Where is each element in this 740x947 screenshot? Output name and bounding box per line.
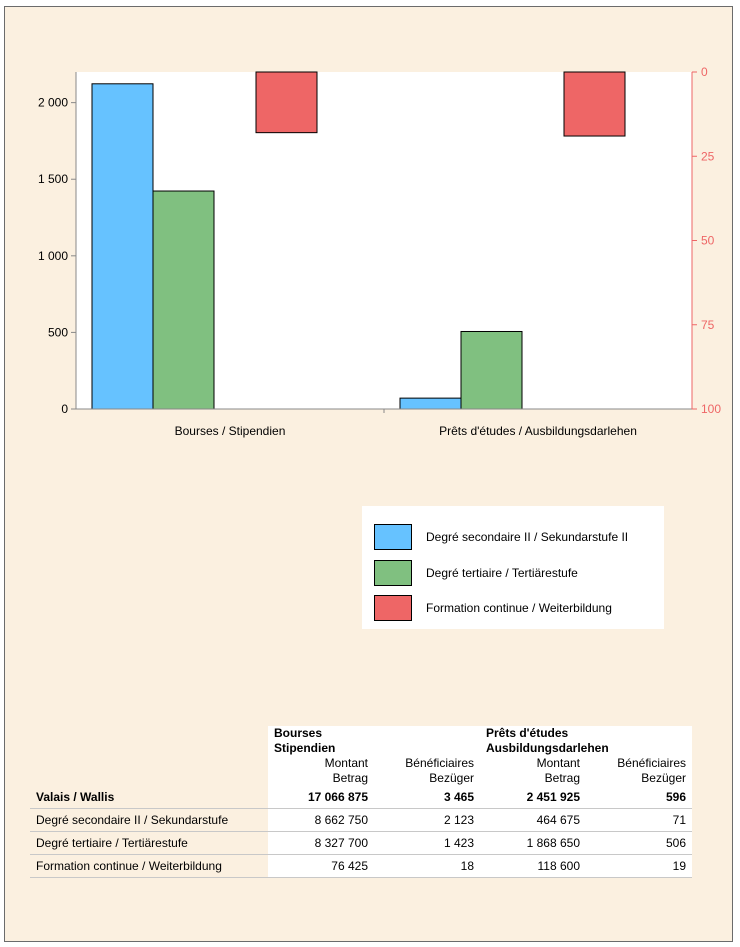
cell-value: 19 [586,854,692,878]
y-left-tick-label: 1 000 [38,249,68,263]
subheader-montant-2: Montant Betrag [480,756,586,786]
bar-0-2 [255,71,318,134]
table-subheader: Montant Betrag Bénéficiaires Bezüger Monta… [30,756,692,786]
legend-item-tertiary: Degré tertiaire / Tertiärestufe [374,559,578,587]
y-right-tick-label: 75 [701,318,715,332]
bar-chart: Bourses / Stipendien Prêts d'études / Aus… [38,65,721,438]
subheader-beneficiaires-2: Bénéficiaires Bezüger [586,756,692,786]
legend-item-secondary: Degré secondaire II / Sekundarstufe II [374,523,628,551]
legend-swatch-tertiary [374,560,412,586]
row-label: Formation continue / Weiterbildung [30,854,268,878]
row-label: Valais / Wallis [30,786,268,809]
chart-legend: Degré secondaire II / Sekundarstufe II D… [362,506,664,629]
subheader-montant-1: Montant Betrag [268,756,374,786]
bar-0-0 [91,83,154,410]
bar-1-2 [563,71,626,137]
bar-0-1 [152,190,215,410]
legend-label-secondary: Degré secondaire II / Sekundarstufe II [426,530,629,544]
cell-value: 18 [374,854,480,878]
bar-1-0 [399,397,462,410]
legend-swatch-continuing [374,595,412,621]
legend-label-continuing: Formation continue / Weiterbildung [426,601,612,615]
cell-value: 8 662 750 [268,808,374,832]
row-label: Degré secondaire II / Sekundarstufe [30,808,268,832]
y-right-tick-label: 100 [701,402,721,416]
y-right-tick-label: 25 [701,149,715,163]
cell-value: 596 [586,786,692,809]
cell-value: 71 [586,808,692,832]
data-table: Bourses Stipendien Prêts d'études Ausbildu… [30,726,692,878]
table-row: Degré secondaire II / Sekundarstufe 8 66… [30,808,692,832]
cell-value: 1 868 650 [480,831,586,855]
legend-swatch-secondary [374,524,412,550]
y-left-tick-label: 500 [48,325,68,339]
cell-value: 8 327 700 [268,831,374,855]
cell-value: 17 066 875 [268,786,374,809]
group-header-prets: Prêts d'études Ausbildungsdarlehen [480,726,692,756]
cell-value: 464 675 [480,808,586,832]
y-left-tick-label: 1 500 [38,172,68,186]
legend-item-continuing: Formation continue / Weiterbildung [374,594,612,622]
cell-value: 1 423 [374,831,480,855]
table-row-total: Valais / Wallis 17 066 875 3 465 2 451 9… [30,786,692,809]
x-tick-label: Bourses / Stipendien [175,424,286,438]
y-left-tick-label: 2 000 [38,96,68,110]
group-header-bourses: Bourses Stipendien [268,726,480,756]
table-group-header: Bourses Stipendien Prêts d'études Ausbildu… [30,726,692,756]
cell-value: 76 425 [268,854,374,878]
cell-value: 118 600 [480,854,586,878]
bar-1-1 [460,330,523,410]
table-row: Degré tertiaire / Tertiärestufe 8 327 70… [30,831,692,855]
y-right-tick-label: 0 [701,65,708,79]
cell-value: 2 123 [374,808,480,832]
y-right-tick-label: 50 [701,234,715,248]
subheader-beneficiaires-1: Bénéficiaires Bezüger [374,756,480,786]
y-left-tick-label: 0 [61,402,68,416]
row-label: Degré tertiaire / Tertiärestufe [30,831,268,855]
x-tick-label: Prêts d'études / Ausbildungsdarlehen [439,424,637,438]
cell-value: 506 [586,831,692,855]
cell-value: 2 451 925 [480,786,586,809]
legend-label-tertiary: Degré tertiaire / Tertiärestufe [426,566,578,580]
table-row: Formation continue / Weiterbildung 76 42… [30,854,692,878]
cell-value: 3 465 [374,786,480,809]
